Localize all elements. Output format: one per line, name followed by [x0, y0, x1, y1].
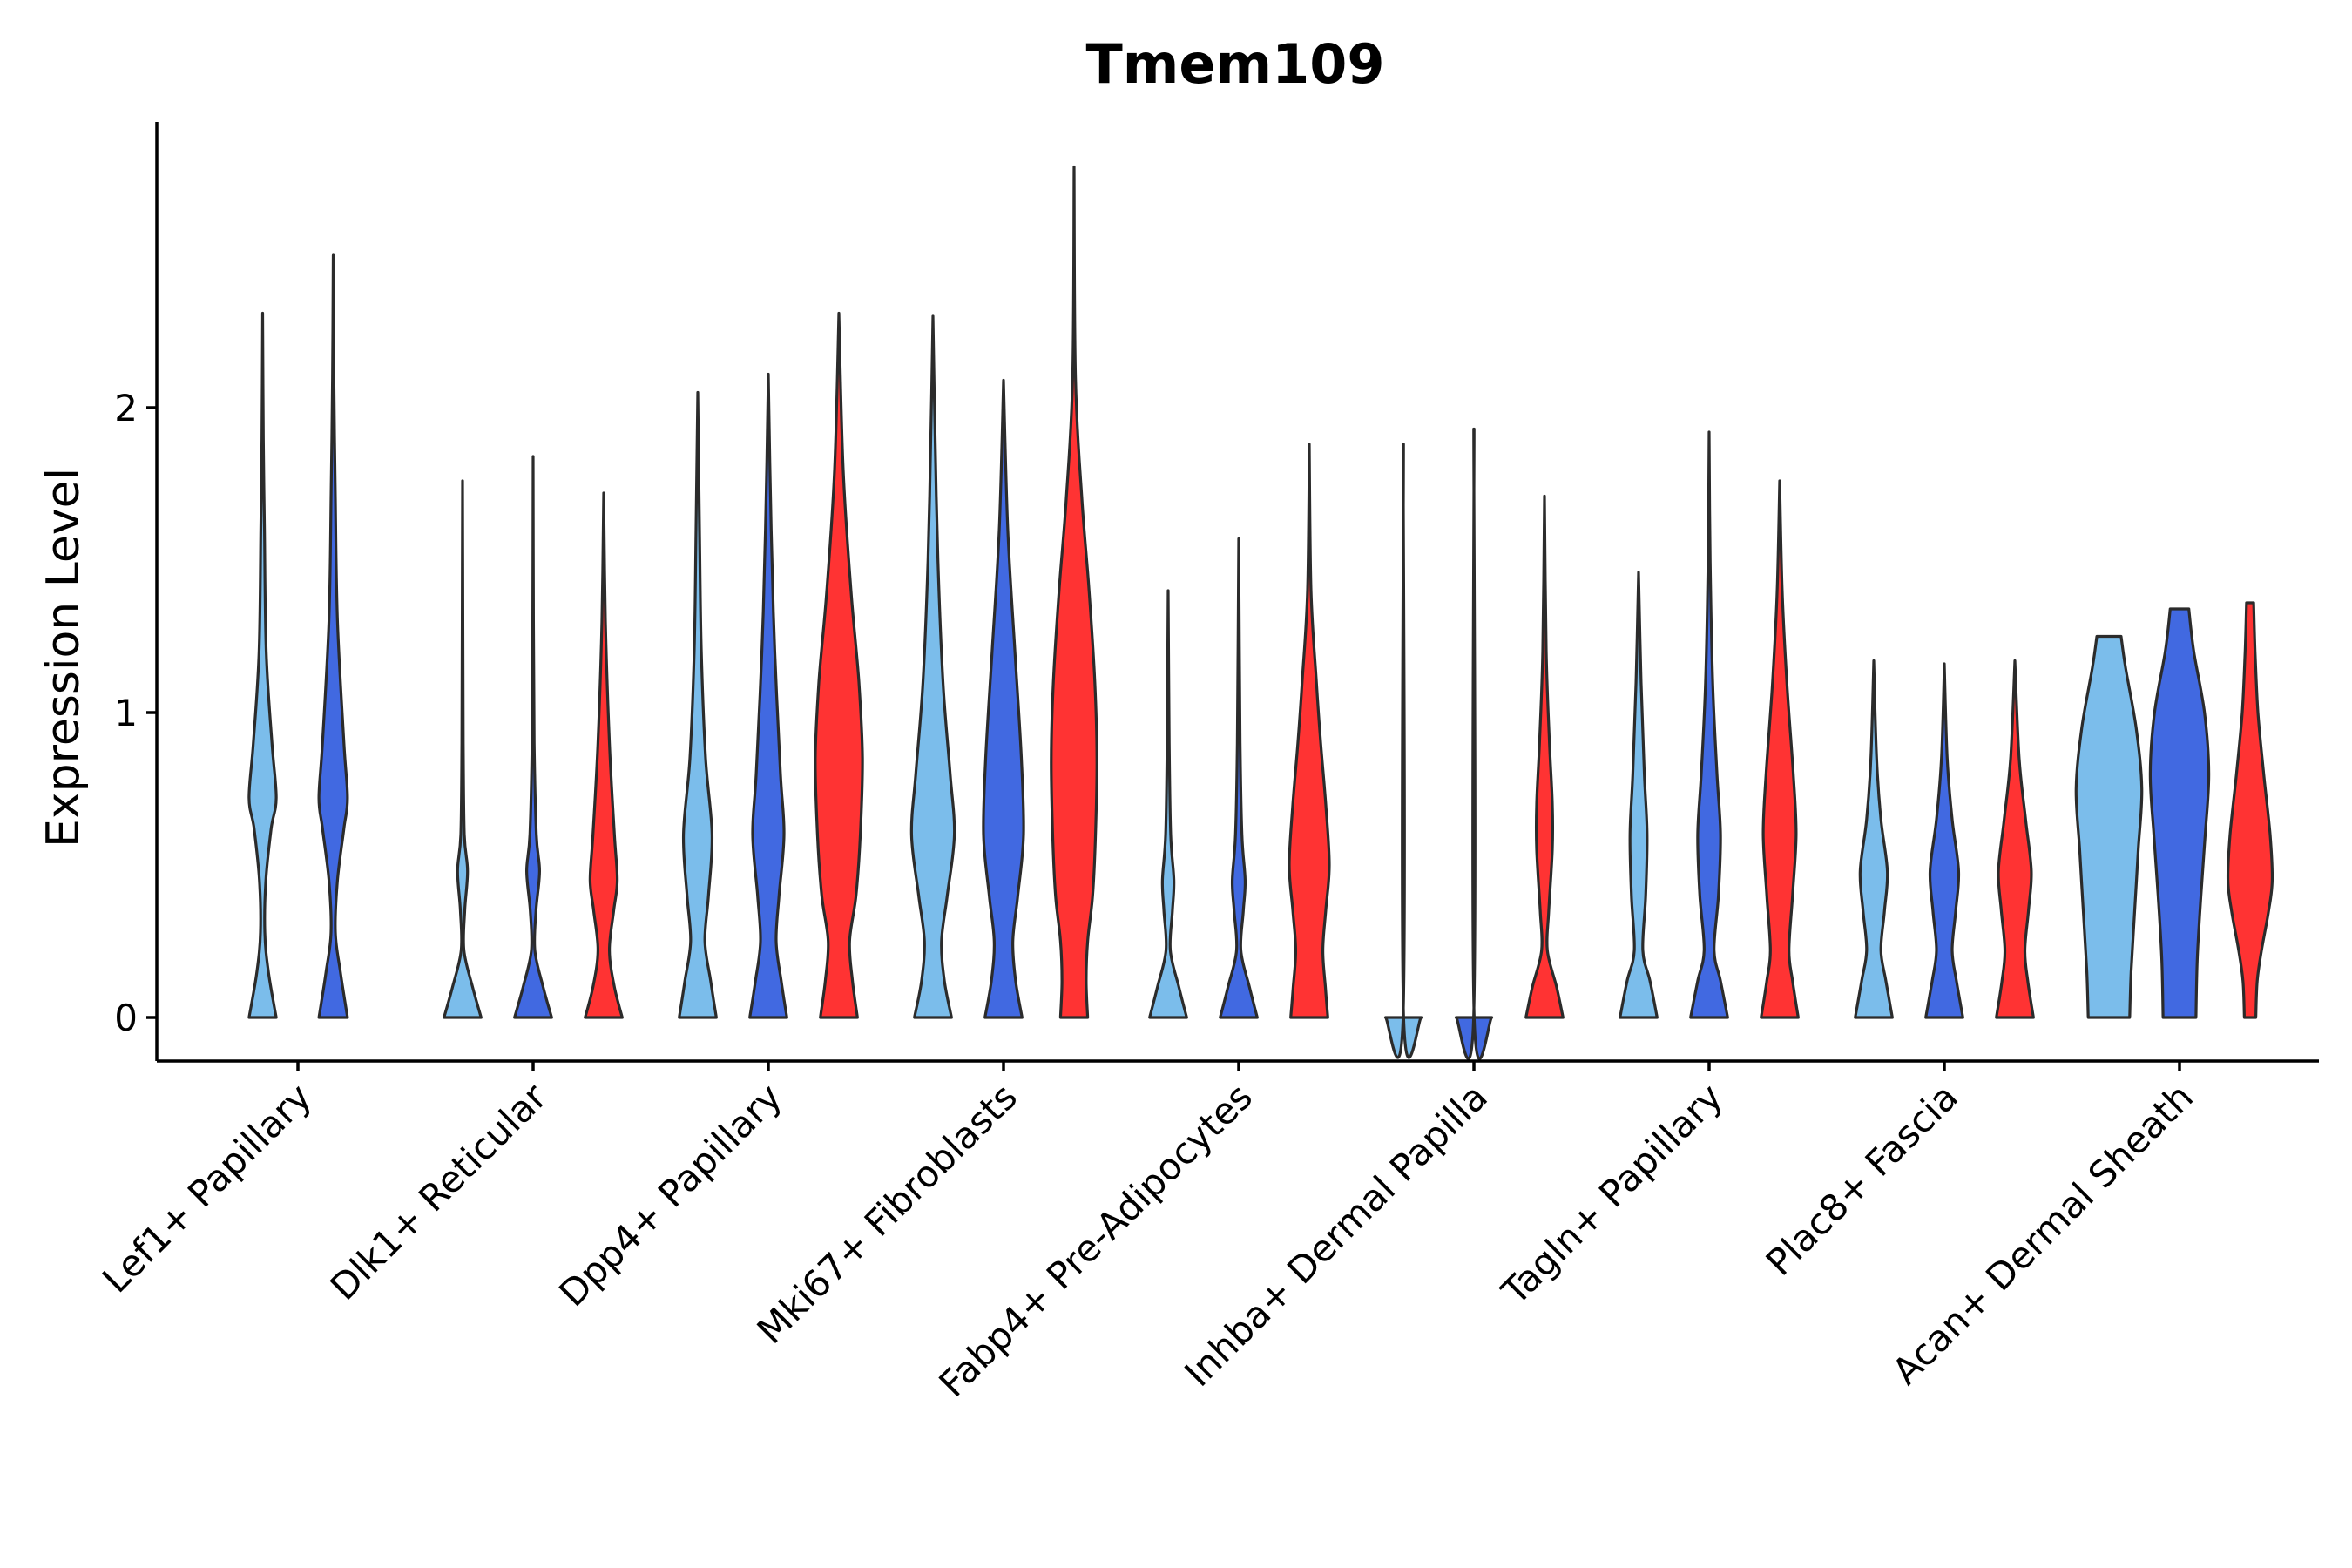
y-ticks: 0 1 2 [114, 387, 157, 1039]
violin-3-2 [748, 372, 788, 1019]
y-tick-label: 1 [114, 692, 138, 734]
violin-8-2 [1924, 662, 1964, 1019]
violin-2-2 [513, 455, 553, 1019]
violin-6-3 [1524, 494, 1565, 1019]
violin-6-2 [1454, 427, 1494, 1060]
violin-7-2 [1689, 430, 1729, 1019]
violin-8-3 [1995, 659, 2035, 1019]
violin-3-1 [678, 390, 718, 1019]
x-tick-label: Dpp4+ Papillary [551, 1075, 790, 1315]
y-tick-label: 2 [114, 387, 138, 429]
violin-4-3 [1050, 165, 1098, 1019]
violin-8-1 [1854, 659, 1894, 1019]
violin-7-3 [1760, 479, 1800, 1019]
violin-4-1 [909, 314, 956, 1019]
violin-9-1 [2074, 634, 2144, 1019]
violin-3-3 [814, 311, 864, 1019]
violin-9-2 [2148, 607, 2211, 1019]
x-tick-label: Lef1+ Papillary [94, 1075, 320, 1301]
violin-7-1 [1619, 571, 1659, 1019]
violin-1-1 [247, 311, 278, 1019]
violin-5-2 [1219, 537, 1259, 1019]
violin-5-1 [1148, 589, 1188, 1019]
violin-5-3 [1288, 443, 1331, 1019]
violin-4-2 [982, 378, 1025, 1019]
violin-9-3 [2226, 601, 2274, 1019]
violin-2-1 [443, 479, 483, 1019]
x-tick-label: Plac8+ Fascia [1758, 1075, 1966, 1283]
violin-6-1 [1383, 443, 1423, 1059]
violin-layer [247, 165, 2274, 1060]
y-axis-label: Expression Level [37, 468, 90, 848]
x-tick-label: Tagln+ Papillary [1493, 1075, 1731, 1313]
x-tick-label: Mki67+ Fibroblasts [749, 1075, 1025, 1351]
y-tick-label: 0 [114, 997, 138, 1039]
violin-2-3 [584, 491, 624, 1019]
violin-1-2 [317, 253, 349, 1019]
x-tick-label: Dlk1+ Reticular [322, 1075, 556, 1308]
chart-title: Tmem109 [1086, 32, 1385, 96]
